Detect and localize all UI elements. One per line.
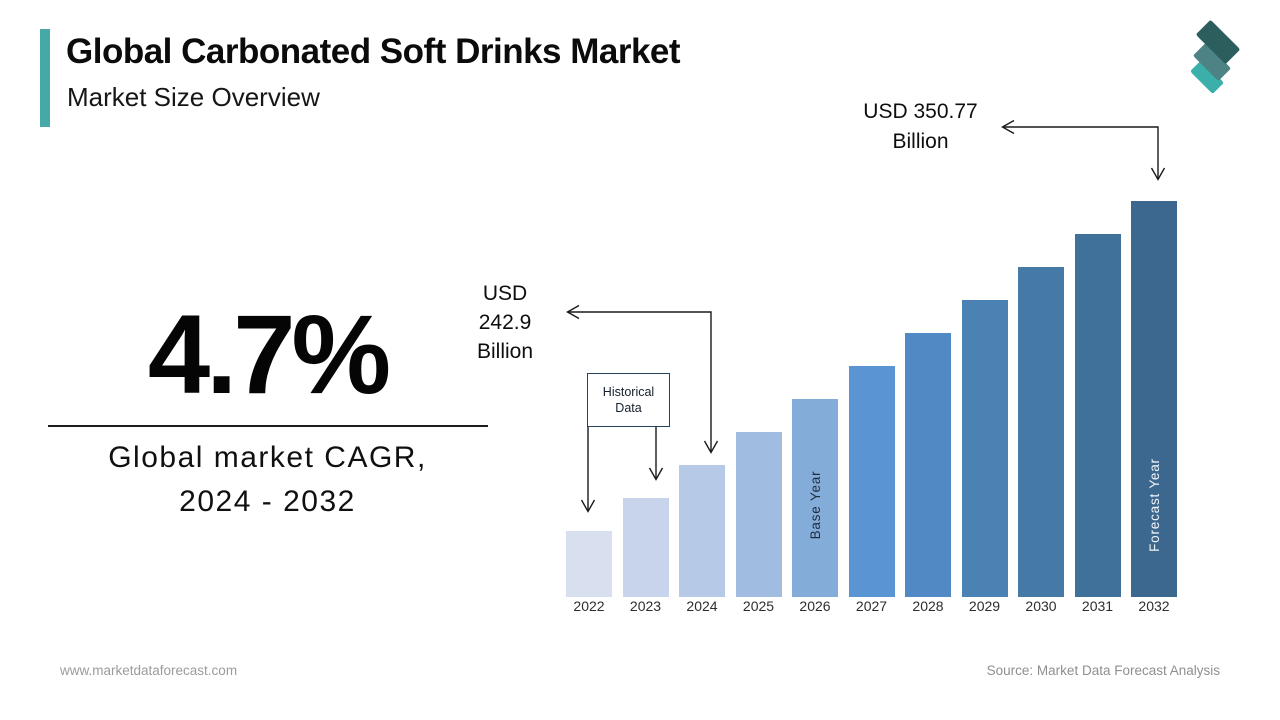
bar-label-2023: 2023 — [629, 598, 662, 614]
annotation-2024-line2: 242.9 — [478, 311, 532, 334]
bar-label-2022: 2022 — [573, 598, 605, 614]
website-link: www.marketdataforecast.com — [60, 663, 238, 678]
source-note: Source: Market Data Forecast Analysis — [986, 663, 1220, 678]
cagr-divider-line — [48, 425, 488, 427]
bar-2025 — [735, 432, 782, 597]
annotation-usd-242-9-billion: USD 242.9 Billion — [445, 279, 565, 366]
bar-2031 — [1074, 234, 1121, 597]
annotation-2032-line1: USD 350.77 — [863, 100, 978, 123]
cagr-caption-line2: 2024 - 2032 — [179, 485, 356, 518]
base-year-label: Base Year — [807, 470, 823, 540]
bar-2026 — [792, 399, 838, 597]
annotation-2024-line1: USD — [482, 282, 528, 305]
bar-2024 — [679, 465, 725, 597]
annotation-2032-line2: Billion — [892, 130, 949, 153]
bar-2032 — [1131, 201, 1177, 597]
bar-2022 — [566, 531, 612, 597]
forecast-year-label: Forecast Year — [1146, 458, 1162, 552]
bar-label-2032: 2032 — [1138, 598, 1170, 614]
annotation-2024-line3: Billion — [476, 340, 534, 363]
bar-label-2031: 2031 — [1081, 598, 1114, 614]
bar-2030 — [1018, 267, 1064, 597]
cagr-value: 4.7% — [147, 292, 391, 417]
page-subtitle: Market Size Overview — [67, 82, 320, 112]
bar-label-2024: 2024 — [686, 598, 718, 614]
bar-label-2027: 2027 — [855, 598, 888, 614]
bar-2023 — [622, 498, 669, 597]
cagr-caption: Global market CAGR, 2024 - 2032 — [25, 436, 510, 524]
bar-label-2030: 2030 — [1025, 598, 1057, 614]
page-title: Global Carbonated Soft Drinks Market — [66, 32, 681, 71]
bar-2029 — [961, 300, 1008, 597]
annotation-usd-350-77-billion: USD 350.77 Billion — [843, 97, 998, 157]
bar-label-2025: 2025 — [742, 598, 775, 614]
cagr-caption-line1: Global market CAGR, — [108, 441, 427, 474]
bar-label-2029: 2029 — [968, 598, 1001, 614]
bar-label-2026: 2026 — [799, 598, 831, 614]
bar-2027 — [848, 366, 895, 597]
bar-label-2028: 2028 — [912, 598, 944, 614]
bar-2028 — [905, 333, 951, 597]
title-accent-bar — [40, 29, 50, 127]
